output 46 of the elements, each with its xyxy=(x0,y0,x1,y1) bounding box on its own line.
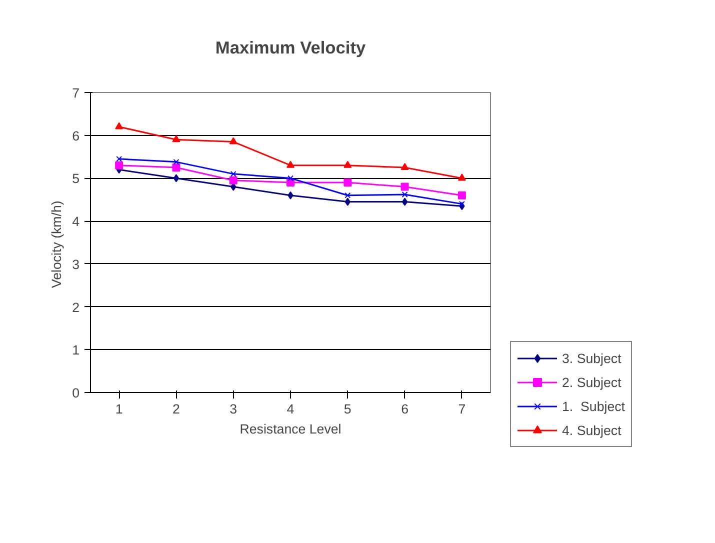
y-tick-label: 2 xyxy=(72,300,80,315)
y-axis-title: Velocity (km/h) xyxy=(49,200,64,288)
point xyxy=(400,162,409,170)
y-tick-label: 6 xyxy=(72,128,80,144)
y-tick-label: 7 xyxy=(72,86,80,100)
x-tick-label: 2 xyxy=(172,402,180,416)
point xyxy=(173,174,180,182)
point xyxy=(458,191,466,200)
point xyxy=(172,164,180,172)
point xyxy=(344,198,350,206)
x-tick-label: 4 xyxy=(286,402,295,416)
point xyxy=(288,175,294,182)
point xyxy=(230,170,236,177)
point xyxy=(400,182,409,191)
point xyxy=(344,160,352,168)
legend-label: 2. Subject xyxy=(562,374,622,390)
point xyxy=(402,198,408,206)
y-tick-label: 3 xyxy=(72,256,80,272)
point xyxy=(115,161,124,170)
x-tick-label: 1 xyxy=(115,402,123,416)
x-tick-label: 3 xyxy=(230,402,238,416)
x-tick-label: 5 xyxy=(344,402,352,416)
point xyxy=(286,160,294,168)
legend-label: 1. Subject xyxy=(562,398,625,414)
x-tick-label: 6 xyxy=(401,402,408,416)
point xyxy=(116,156,122,162)
point xyxy=(344,178,352,186)
y-tick-label: 5 xyxy=(72,171,80,186)
point xyxy=(458,200,465,207)
legend-label: 4. Subject xyxy=(562,422,622,438)
y-tick-label: 1 xyxy=(72,342,80,358)
point xyxy=(288,191,294,200)
point xyxy=(173,158,180,165)
y-tick-label: 4 xyxy=(72,214,80,230)
point xyxy=(115,122,124,130)
x-tick-label: 7 xyxy=(458,402,466,416)
point xyxy=(229,137,238,144)
chart-title: Maximum Velocity xyxy=(215,38,366,58)
point xyxy=(344,192,351,198)
legend-label: 3. Subject xyxy=(562,350,622,366)
y-tick-label: 0 xyxy=(72,386,80,400)
x-axis-title: Resistance Level xyxy=(240,422,342,436)
point xyxy=(229,176,238,184)
point xyxy=(402,192,408,198)
point xyxy=(172,135,180,142)
point xyxy=(458,174,466,181)
